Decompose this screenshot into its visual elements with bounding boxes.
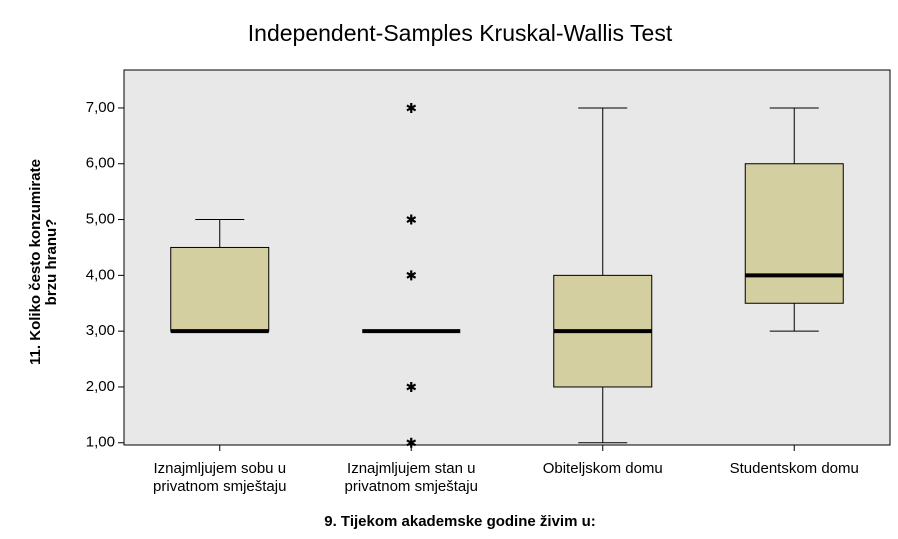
x-tick-label: Iznajmljujem sobu u [153, 460, 286, 477]
x-tick-label: privatnom smještaju [153, 478, 286, 495]
y-tick-label: 7,00 [86, 99, 115, 116]
y-tick-label: 3,00 [86, 322, 115, 339]
box [170, 246, 270, 332]
y-tick-label: 6,00 [86, 155, 115, 172]
outlier [406, 270, 417, 281]
x-tick-label: privatnom smještaju [345, 478, 478, 495]
outlier [406, 102, 417, 113]
y-tick-label: 2,00 [86, 378, 115, 395]
y-axis-title: brzu hranu? [43, 219, 60, 306]
chart-title: Independent-Samples Kruskal-Wallis Test [248, 20, 673, 46]
y-tick-label: 5,00 [86, 211, 115, 228]
x-tick-label: Studentskom domu [730, 460, 859, 477]
y-tick-label: 1,00 [86, 434, 115, 451]
x-axis-title: 9. Tijekom akademske godine živim u: [324, 513, 596, 530]
outlier [406, 437, 417, 448]
outlier [406, 381, 417, 392]
outlier [406, 214, 417, 225]
y-axis-title: 11. Koliko često konzumirate [27, 159, 44, 365]
x-tick-label: Obiteljskom domu [543, 460, 663, 477]
x-tick-label: Iznajmljujem stan u [347, 460, 475, 477]
box [744, 163, 844, 304]
y-tick-label: 4,00 [86, 266, 115, 283]
